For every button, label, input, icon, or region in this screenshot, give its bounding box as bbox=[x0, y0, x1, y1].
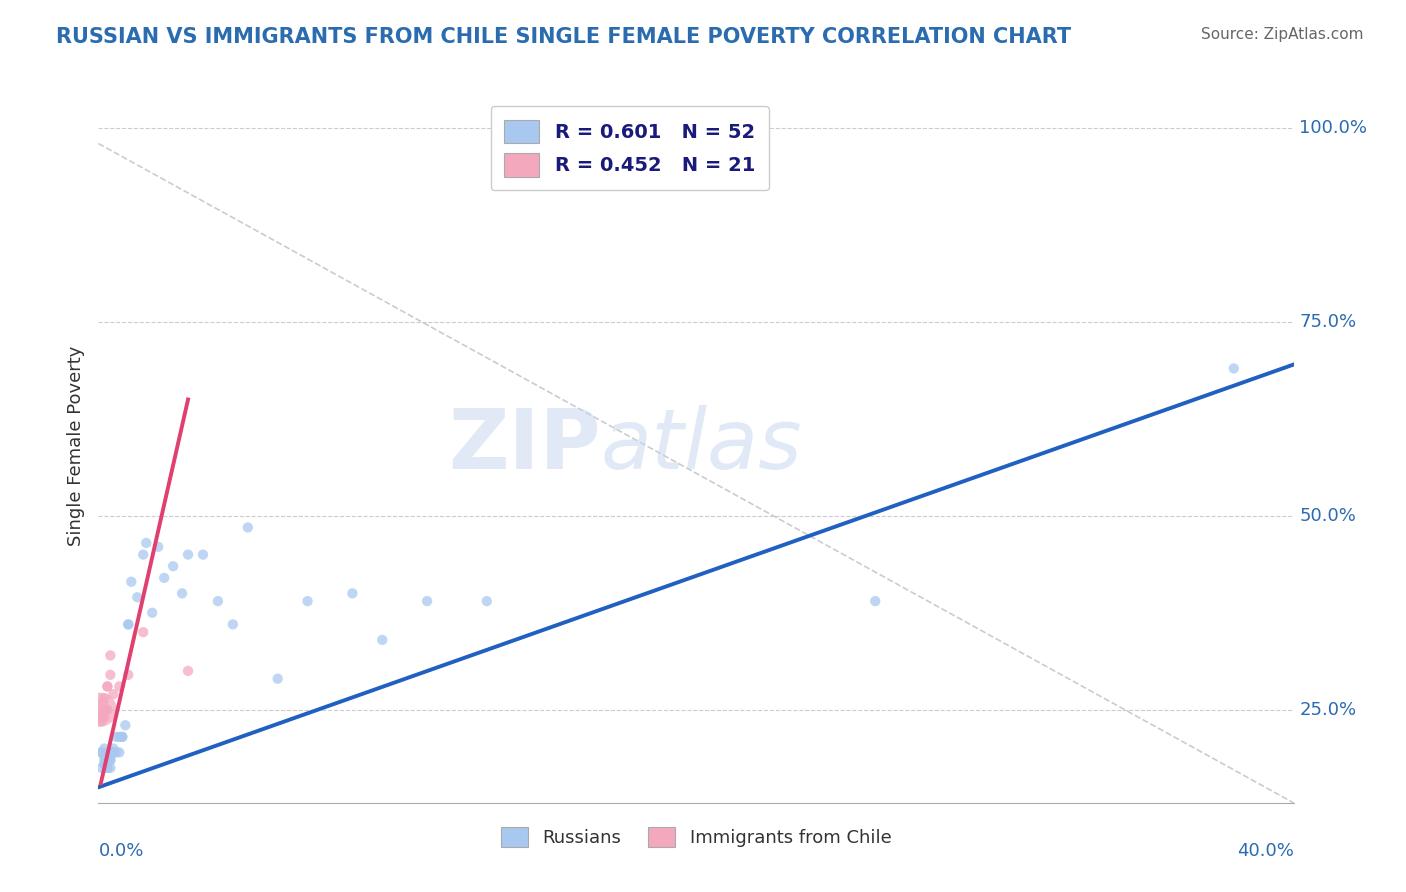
Point bbox=[132, 548, 155, 562]
Text: 100.0%: 100.0% bbox=[1299, 119, 1368, 137]
Point bbox=[103, 745, 125, 759]
Point bbox=[98, 749, 122, 764]
Point bbox=[103, 745, 125, 759]
Point bbox=[117, 617, 139, 632]
Point bbox=[172, 586, 194, 600]
Point bbox=[153, 571, 176, 585]
Point bbox=[105, 730, 128, 744]
Point bbox=[191, 548, 214, 562]
Point bbox=[96, 761, 118, 775]
Point bbox=[222, 617, 245, 632]
Point bbox=[865, 594, 887, 608]
Point bbox=[90, 745, 112, 759]
Point bbox=[93, 741, 115, 756]
Point bbox=[117, 668, 139, 682]
Point bbox=[98, 668, 122, 682]
Point bbox=[108, 680, 131, 694]
Point bbox=[93, 749, 115, 764]
Point bbox=[96, 680, 118, 694]
Point bbox=[91, 695, 114, 709]
Point bbox=[98, 761, 122, 775]
Text: 75.0%: 75.0% bbox=[1299, 313, 1357, 331]
Point bbox=[148, 540, 170, 554]
Text: 0.0%: 0.0% bbox=[98, 842, 143, 860]
Point bbox=[416, 594, 439, 608]
Point bbox=[94, 703, 117, 717]
Point bbox=[96, 753, 118, 767]
Point bbox=[90, 710, 112, 724]
Point bbox=[297, 594, 319, 608]
Text: atlas: atlas bbox=[600, 406, 801, 486]
Point bbox=[98, 648, 122, 663]
Point bbox=[371, 632, 394, 647]
Point bbox=[93, 691, 115, 706]
Legend: Russians, Immigrants from Chile: Russians, Immigrants from Chile bbox=[494, 820, 898, 855]
Y-axis label: Single Female Poverty: Single Female Poverty bbox=[66, 346, 84, 546]
Point bbox=[96, 745, 118, 759]
Point bbox=[98, 753, 122, 767]
Point bbox=[89, 703, 111, 717]
Point bbox=[103, 745, 125, 759]
Point bbox=[96, 703, 118, 717]
Point bbox=[475, 594, 498, 608]
Point bbox=[127, 591, 149, 605]
Point bbox=[177, 664, 200, 678]
Point bbox=[108, 745, 131, 759]
Point bbox=[111, 730, 134, 744]
Point bbox=[1043, 819, 1066, 833]
Point bbox=[90, 745, 112, 759]
Point bbox=[135, 536, 157, 550]
Point bbox=[91, 710, 114, 724]
Point bbox=[90, 703, 112, 717]
Point bbox=[108, 730, 131, 744]
Point bbox=[90, 761, 112, 775]
Point bbox=[267, 672, 290, 686]
Point bbox=[93, 757, 115, 772]
Text: ZIP: ZIP bbox=[449, 406, 600, 486]
Point bbox=[141, 606, 163, 620]
Point bbox=[236, 520, 259, 534]
Point bbox=[114, 718, 136, 732]
Point bbox=[93, 753, 115, 767]
Point bbox=[342, 586, 364, 600]
Point bbox=[93, 757, 115, 772]
Point bbox=[96, 761, 118, 775]
Text: Source: ZipAtlas.com: Source: ZipAtlas.com bbox=[1201, 27, 1364, 42]
Point bbox=[98, 753, 122, 767]
Point bbox=[132, 625, 155, 640]
Point bbox=[93, 710, 115, 724]
Point bbox=[96, 753, 118, 767]
Point bbox=[117, 617, 139, 632]
Point bbox=[103, 687, 125, 701]
Point bbox=[93, 703, 115, 717]
Point bbox=[103, 741, 125, 756]
Point bbox=[1223, 361, 1246, 376]
Point bbox=[96, 680, 118, 694]
Text: 25.0%: 25.0% bbox=[1299, 701, 1357, 719]
Text: RUSSIAN VS IMMIGRANTS FROM CHILE SINGLE FEMALE POVERTY CORRELATION CHART: RUSSIAN VS IMMIGRANTS FROM CHILE SINGLE … bbox=[56, 27, 1071, 46]
Text: 50.0%: 50.0% bbox=[1299, 507, 1357, 524]
Point bbox=[90, 714, 112, 729]
Point bbox=[162, 559, 184, 574]
Point bbox=[120, 574, 142, 589]
Point bbox=[207, 594, 229, 608]
Point bbox=[111, 730, 134, 744]
Text: 40.0%: 40.0% bbox=[1237, 842, 1294, 860]
Point bbox=[177, 548, 200, 562]
Point bbox=[105, 745, 128, 759]
